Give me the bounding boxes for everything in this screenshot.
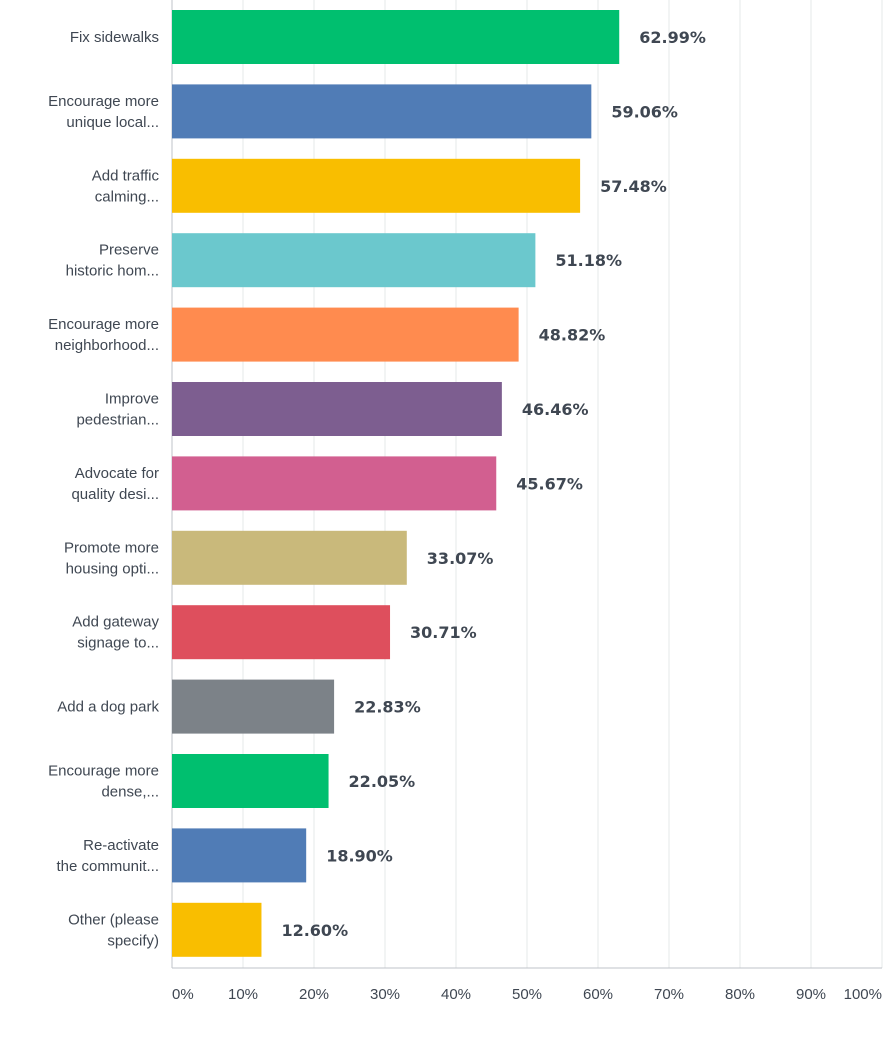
category-label-line: Add a dog park xyxy=(57,699,159,716)
x-tick-label: 20% xyxy=(299,986,329,1003)
x-tick-label: 10% xyxy=(228,986,258,1003)
category-label-line: dense,... xyxy=(101,784,159,801)
category-label-line: Encourage more xyxy=(48,93,159,110)
bar xyxy=(172,233,536,288)
category-label-line: quality desi... xyxy=(71,486,159,503)
x-tick-label: 100% xyxy=(844,986,882,1003)
bar xyxy=(172,828,307,883)
category-labels: Fix sidewalks Encourage more unique local.… xyxy=(48,29,159,949)
category-label: Encourage more unique local... xyxy=(48,93,159,131)
bar-value-label: 22.05% xyxy=(349,772,416,791)
bar xyxy=(172,754,329,808)
bar xyxy=(172,605,391,660)
bar-value-label: 33.07% xyxy=(427,549,494,568)
bar-value-label: 57.48% xyxy=(600,177,667,196)
value-labels: 62.99% 59.06% 57.48% 51.18% 48.82% 46.46% 45.6… xyxy=(281,28,705,940)
category-label-line: Other (please xyxy=(68,911,159,928)
bar-value-label: 45.67% xyxy=(516,474,583,493)
category-label: Preserve historic hom... xyxy=(66,242,159,280)
category-label-line: Add gateway xyxy=(72,614,159,631)
bars xyxy=(172,10,620,957)
x-tick-label: 40% xyxy=(441,986,471,1003)
category-label-line: Re-activate xyxy=(83,837,159,854)
category-label: Improve pedestrian... xyxy=(76,391,159,429)
category-label-line: Preserve xyxy=(99,242,159,259)
bar-value-label: 62.99% xyxy=(639,28,706,47)
category-label: Promote more housing opti... xyxy=(64,539,159,577)
x-axis-ticks: 0% 10% 20% 30% 40% 50% 60% 70% 80% 90% 100% xyxy=(172,986,882,1003)
bar-value-label: 22.83% xyxy=(354,698,421,717)
category-label-line: Promote more xyxy=(64,539,159,556)
category-label-line: signage to... xyxy=(77,635,159,652)
category-label: Add traffic calming... xyxy=(92,167,160,205)
bar xyxy=(172,10,620,64)
category-label: Encourage more dense,... xyxy=(48,763,159,801)
bar xyxy=(172,679,335,734)
category-label: Advocate for quality desi... xyxy=(71,465,159,503)
bar xyxy=(172,158,581,213)
bar xyxy=(172,530,407,585)
category-label: Add gateway signage to... xyxy=(72,614,159,652)
bar-value-label: 18.90% xyxy=(326,846,393,865)
category-label-line: neighborhood... xyxy=(55,337,159,354)
x-tick-label: 60% xyxy=(583,986,613,1003)
category-label-line: housing opti... xyxy=(66,560,159,577)
category-label-line: calming... xyxy=(95,188,159,205)
category-label: Add a dog park xyxy=(57,699,159,716)
category-label-line: historic hom... xyxy=(66,263,159,280)
category-label: Other (please specify) xyxy=(68,911,159,949)
category-label-line: specify) xyxy=(107,932,159,949)
category-label-line: Fix sidewalks xyxy=(70,29,159,46)
x-tick-label: 0% xyxy=(172,986,194,1003)
category-label-line: the communit... xyxy=(56,858,159,875)
x-tick-label: 30% xyxy=(370,986,400,1003)
bar-value-label: 12.60% xyxy=(281,921,348,940)
bar-value-label: 48.82% xyxy=(539,326,606,345)
category-label-line: Encourage more xyxy=(48,763,159,780)
bar xyxy=(172,84,592,139)
category-label-line: Encourage more xyxy=(48,316,159,333)
bar-value-label: 59.06% xyxy=(611,102,678,121)
bar xyxy=(172,902,262,957)
category-label-line: Improve xyxy=(105,391,159,408)
category-label-line: unique local... xyxy=(66,114,159,131)
x-tick-label: 70% xyxy=(654,986,684,1003)
bar-value-label: 51.18% xyxy=(555,251,622,270)
category-label: Re-activate the communit... xyxy=(56,837,159,875)
bar xyxy=(172,307,519,362)
category-label: Encourage more neighborhood... xyxy=(48,316,159,354)
category-label-line: Add traffic xyxy=(92,167,160,184)
bar xyxy=(172,456,497,511)
category-label-line: pedestrian... xyxy=(76,412,159,429)
bar xyxy=(172,382,502,436)
bar-value-label: 46.46% xyxy=(522,400,589,419)
category-label: Fix sidewalks xyxy=(70,29,159,46)
x-tick-label: 80% xyxy=(725,986,755,1003)
x-tick-label: 90% xyxy=(796,986,826,1003)
bar-value-label: 30.71% xyxy=(410,623,477,642)
category-label-line: Advocate for xyxy=(75,465,159,482)
x-tick-label: 50% xyxy=(512,986,542,1003)
